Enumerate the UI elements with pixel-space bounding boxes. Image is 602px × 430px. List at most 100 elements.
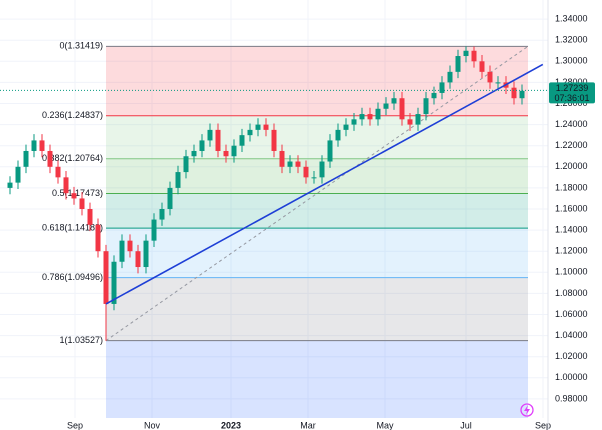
- y-tick-label: 1.20000: [555, 161, 588, 171]
- last-price-box: [549, 82, 595, 104]
- y-tick-label: 1.00000: [555, 372, 588, 382]
- candle-body: [31, 140, 37, 151]
- candle-body: [519, 90, 525, 99]
- candle-body: [111, 261, 117, 304]
- candle-body: [407, 119, 413, 125]
- y-tick-label: 1.16000: [555, 203, 588, 213]
- candle-body: [207, 129, 213, 141]
- candle-body: [71, 193, 77, 199]
- candle-body: [191, 150, 197, 157]
- y-tick-label: 1.32000: [555, 35, 588, 45]
- candle-body: [455, 56, 461, 72]
- y-tick-label: 1.28000: [555, 77, 588, 87]
- fib-band: [106, 193, 528, 229]
- candle-body: [95, 224, 101, 252]
- candle-body: [359, 114, 365, 120]
- candle-body: [167, 187, 173, 209]
- y-tick-label: 1.12000: [555, 246, 588, 256]
- candle-body: [343, 124, 349, 130]
- candle-body: [415, 114, 421, 125]
- x-tick-label: Jul: [460, 420, 472, 430]
- y-tick-label: 1.22000: [555, 140, 588, 150]
- candle-body: [7, 182, 13, 188]
- candle-body: [47, 150, 53, 167]
- fib-band: [106, 115, 528, 159]
- candle-body: [143, 240, 149, 268]
- y-tick-label: 1.30000: [555, 56, 588, 66]
- candle-body: [439, 82, 445, 93]
- x-tick-label: Sep: [67, 420, 83, 430]
- candle-body: [271, 129, 277, 151]
- candle-body: [175, 172, 181, 188]
- y-tick-label: 1.04000: [555, 330, 588, 340]
- candle-body: [423, 98, 429, 115]
- candle-body: [119, 240, 125, 262]
- candle-body: [263, 124, 269, 130]
- candle-body: [327, 140, 333, 162]
- fib-band: [106, 277, 528, 341]
- y-tick-label: 1.06000: [555, 309, 588, 319]
- y-tick-label: 1.10000: [555, 267, 588, 277]
- candle-body: [375, 108, 381, 120]
- flash-icon: [520, 403, 534, 417]
- fib-level-label: 0.382(1.20764): [42, 153, 103, 163]
- axes: 0.98000 1.00000 1.02000 1.04000 1.06000 1.080…: [67, 13, 595, 430]
- candle-body: [79, 198, 85, 209]
- candle-body: [431, 92, 437, 99]
- x-tick-label: Nov: [144, 420, 161, 430]
- candle-body: [223, 150, 229, 157]
- candle-body: [287, 161, 293, 167]
- candle-body: [479, 61, 485, 72]
- candle-body: [55, 166, 61, 178]
- x-tick-label: Sep: [535, 420, 551, 430]
- y-tick-label: 1.24000: [555, 119, 588, 129]
- candle-body: [23, 150, 29, 167]
- fib-level-label: 0(1.31419): [59, 41, 103, 51]
- candle-body: [39, 140, 45, 151]
- fib-level-label: 1(1.03527): [59, 335, 103, 345]
- y-tick-label: 0.98000: [555, 393, 588, 403]
- candle-body: [367, 114, 373, 120]
- fib-level-label: 0.236(1.24837): [42, 110, 103, 120]
- candle-body: [183, 156, 189, 173]
- fib-band: [106, 340, 528, 418]
- candle-body: [15, 166, 21, 183]
- countdown-label: 07:36:01: [554, 93, 589, 103]
- candle-body: [199, 140, 205, 151]
- candle-body: [103, 251, 109, 304]
- y-tick-label: 1.02000: [555, 351, 588, 361]
- fib-level-label: 0.5(1.17473): [52, 188, 103, 198]
- candle-body: [383, 103, 389, 109]
- plot-area: 0(1.31419) 0.236(1.24837) 0.382(1.20764) 0.…: [0, 41, 548, 345]
- candle-body: [471, 50, 477, 62]
- y-tick-label: 1.08000: [555, 288, 588, 298]
- last-price-label: 1.27239: [556, 83, 589, 93]
- candle-body: [399, 98, 405, 120]
- y-tick-label: 1.14000: [555, 224, 588, 234]
- candle-body: [215, 129, 221, 151]
- candle-body: [391, 98, 397, 104]
- fib-band: [106, 228, 528, 278]
- candle-body: [127, 240, 133, 252]
- candle-body: [247, 129, 253, 136]
- candle-body: [495, 82, 501, 84]
- trend-line: [105, 63, 544, 305]
- candle-body: [319, 161, 325, 178]
- candle-body: [231, 145, 237, 157]
- x-tick-label: Mar: [300, 420, 316, 430]
- candle-body: [511, 87, 517, 99]
- candle-body: [159, 209, 165, 220]
- candle-body: [151, 219, 157, 241]
- fib-level-label: 0.786(1.09496): [42, 272, 103, 282]
- candle-body: [463, 50, 469, 57]
- fib-level-label: 0.618(1.14182): [42, 223, 103, 233]
- candle-body: [279, 150, 285, 167]
- y-tick-label: 1.18000: [555, 182, 588, 192]
- candle-body: [335, 129, 341, 141]
- candle-body: [239, 135, 245, 146]
- fib-band: [106, 46, 528, 116]
- candle-body: [303, 166, 309, 178]
- candle-body: [487, 71, 493, 83]
- candle-body: [255, 124, 261, 130]
- fib-diagonal: [105, 45, 529, 342]
